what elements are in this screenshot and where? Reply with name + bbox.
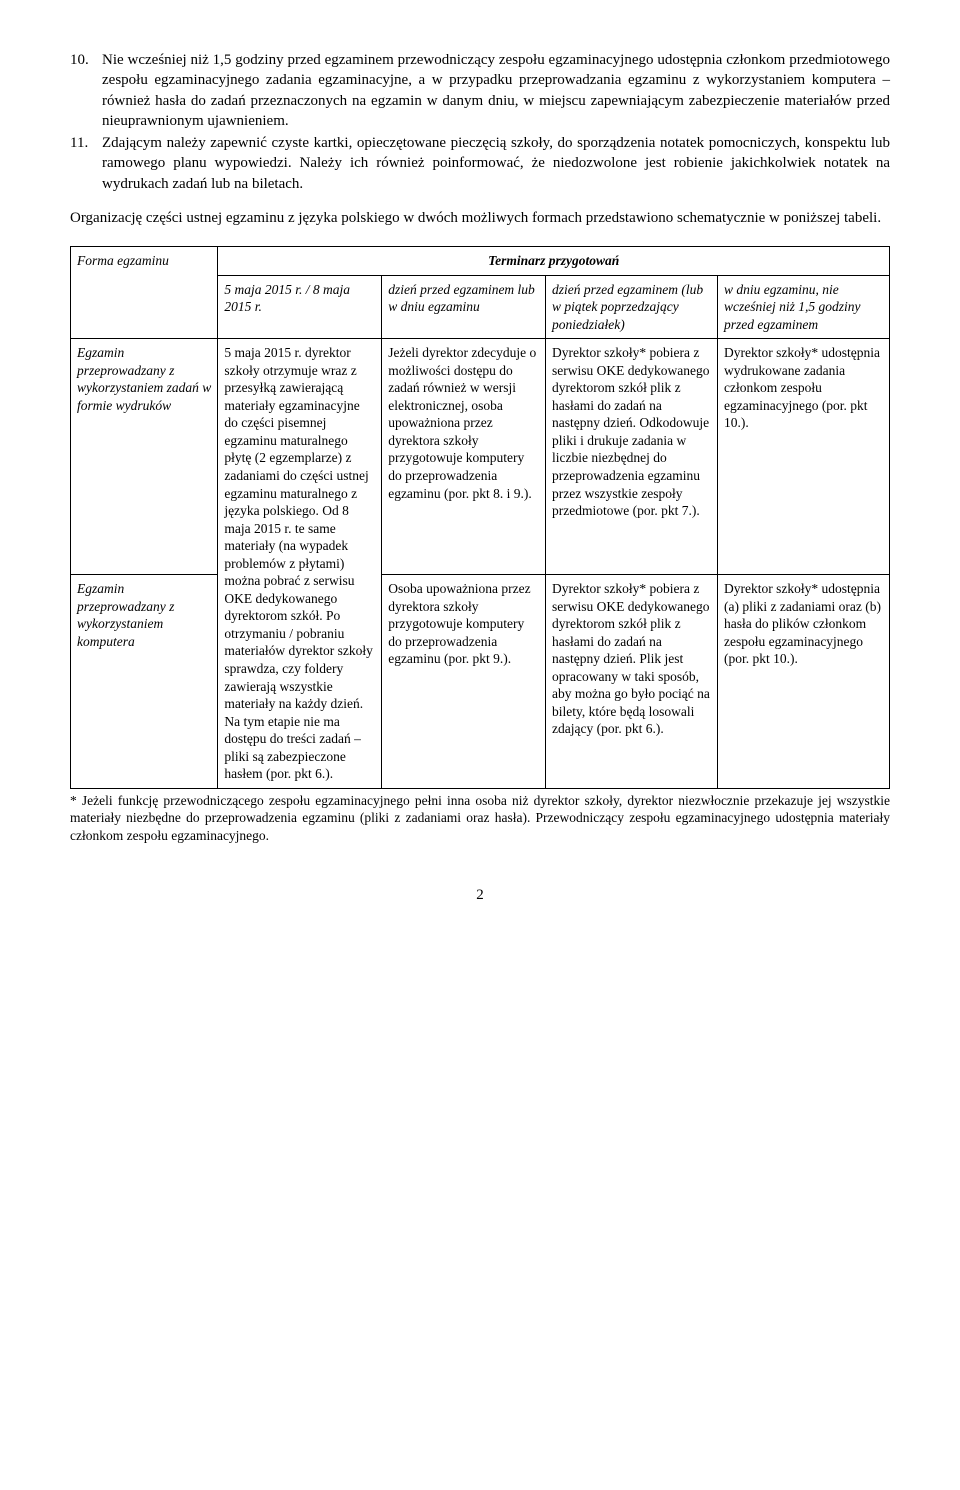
header-col3: dzień przed egzaminem (lub w piątek popr… bbox=[546, 275, 718, 339]
row1-label: Egzamin przeprowadzany z wykorzystaniem … bbox=[71, 339, 218, 575]
row2-label: Egzamin przeprowadzany z wykorzystaniem … bbox=[71, 575, 218, 789]
table-footnote: * Jeżeli funkcję przewodniczącego zespoł… bbox=[70, 792, 890, 845]
list-item-10: 10. Nie wcześniej niż 1,5 godziny przed … bbox=[70, 50, 890, 131]
row2-col3: Dyrektor szkoły* pobiera z serwisu OKE d… bbox=[546, 575, 718, 789]
header-col2: dzień przed egzaminem lub w dniu egzamin… bbox=[382, 275, 546, 339]
header-terminarz: Terminarz przygotowań bbox=[218, 247, 890, 276]
header-col4: w dniu egzaminu, nie wcześniej niż 1,5 g… bbox=[717, 275, 889, 339]
list-number: 11. bbox=[70, 133, 102, 194]
row1-col2: Jeżeli dyrektor zdecyduje o możliwości d… bbox=[382, 339, 546, 575]
row2-col4: Dyrektor szkoły* udostępnia (a) pliki z … bbox=[717, 575, 889, 789]
list-text: Zdającym należy zapewnić czyste kartki, … bbox=[102, 133, 890, 194]
schedule-table: Forma egzaminu Terminarz przygotowań 5 m… bbox=[70, 246, 890, 789]
header-forma: Forma egzaminu bbox=[71, 247, 218, 339]
row-shared-col1: 5 maja 2015 r. dyrektor szkoły otrzymuje… bbox=[218, 339, 382, 789]
row1-col4: Dyrektor szkoły* udostępnia wydrukowane … bbox=[717, 339, 889, 575]
list-number: 10. bbox=[70, 50, 102, 131]
row2-col2: Osoba upoważniona przez dyrektora szkoły… bbox=[382, 575, 546, 789]
row1-col3: Dyrektor szkoły* pobiera z serwisu OKE d… bbox=[546, 339, 718, 575]
page-number: 2 bbox=[70, 885, 890, 905]
list-item-11: 11. Zdającym należy zapewnić czyste kart… bbox=[70, 133, 890, 194]
intro-paragraph: Organizację części ustnej egzaminu z jęz… bbox=[70, 208, 890, 228]
list-text: Nie wcześniej niż 1,5 godziny przed egza… bbox=[102, 50, 890, 131]
header-col1: 5 maja 2015 r. / 8 maja 2015 r. bbox=[218, 275, 382, 339]
